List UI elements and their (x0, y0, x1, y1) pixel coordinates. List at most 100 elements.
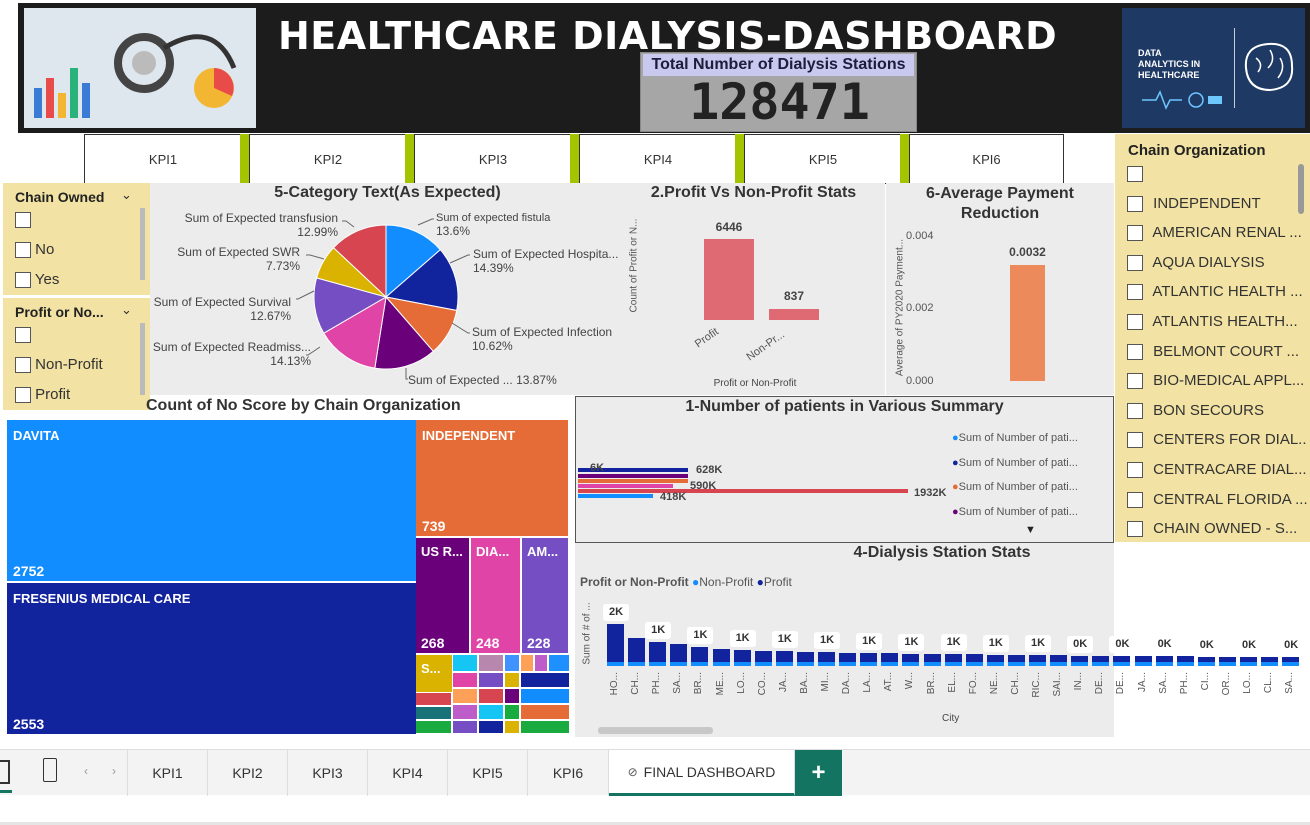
treemap-tile-davita[interactable]: DAVITA 2752 (7, 420, 416, 581)
checkbox[interactable] (15, 387, 31, 404)
station-bar[interactable] (1261, 657, 1279, 666)
tab-kpi3[interactable]: KPI3 (288, 750, 368, 796)
chevron-right-icon[interactable]: › (112, 764, 116, 778)
checkbox[interactable] (1127, 284, 1143, 301)
scrollbar[interactable] (140, 323, 145, 395)
treemap-tile-usrenal[interactable]: US R... 268 (416, 538, 469, 653)
station-bar-nonprofit[interactable] (628, 662, 646, 666)
scrollbar[interactable] (140, 208, 145, 280)
checkbox[interactable] (15, 326, 31, 343)
station-bar-nonprofit[interactable] (1282, 662, 1300, 666)
pie-slice[interactable] (384, 249, 459, 312)
station-bar-nonprofit[interactable] (1155, 662, 1173, 666)
station-bar-nonprofit[interactable] (923, 662, 941, 666)
add-page-button[interactable]: + (795, 750, 842, 796)
station-bar-nonprofit[interactable] (1134, 662, 1152, 666)
station-bar-nonprofit[interactable] (1197, 662, 1215, 666)
treemap-tile-small[interactable]: S... (416, 655, 452, 692)
chain-org-option[interactable]: CHAIN OWNED - S... (1127, 519, 1307, 549)
chevron-down-icon[interactable]: ⌄ (121, 187, 132, 202)
station-bar-nonprofit[interactable] (1113, 662, 1131, 666)
station-bar[interactable] (1218, 657, 1236, 666)
treemap-tile-independent[interactable]: INDEPENDENT 739 (416, 420, 568, 536)
station-bar-nonprofit[interactable] (775, 662, 793, 666)
station-bar[interactable] (1029, 655, 1046, 666)
scrollbar[interactable] (1298, 164, 1304, 214)
station-bar-nonprofit[interactable] (1218, 662, 1236, 666)
station-bar[interactable] (1240, 657, 1257, 666)
station-bar-nonprofit[interactable] (1240, 662, 1257, 666)
station-bar-nonprofit[interactable] (1261, 662, 1279, 666)
checkbox[interactable] (1127, 461, 1143, 478)
pie-slice[interactable] (374, 295, 434, 370)
option-nonprofit[interactable]: Non-Profit (15, 356, 103, 386)
station-bar-nonprofit[interactable] (965, 662, 983, 666)
station-bar[interactable] (670, 644, 688, 666)
chain-org-option[interactable]: CENTRAL FLORIDA ... (1127, 490, 1307, 520)
pie-slice[interactable] (332, 224, 387, 299)
station-bar-nonprofit[interactable] (818, 662, 835, 666)
tab-kpi5[interactable]: KPI5 (448, 750, 528, 796)
checkbox[interactable] (15, 357, 31, 374)
station-bar[interactable] (712, 649, 730, 666)
station-bar-nonprofit[interactable] (860, 662, 878, 666)
checkbox[interactable] (1127, 432, 1143, 449)
option-blank[interactable] (15, 326, 103, 356)
station-bar-nonprofit[interactable] (712, 662, 730, 666)
station-bar-nonprofit[interactable] (1176, 662, 1194, 666)
station-bar[interactable] (691, 647, 709, 666)
desktop-view-icon[interactable] (0, 760, 10, 784)
station-bar-nonprofit[interactable] (1029, 662, 1046, 666)
station-bar[interactable] (1282, 657, 1300, 666)
option-yes[interactable]: Yes (15, 271, 59, 301)
station-bar-nonprofit[interactable] (733, 662, 751, 666)
station-bar[interactable] (607, 624, 624, 666)
station-bar[interactable] (628, 638, 646, 666)
station-bar-nonprofit[interactable] (670, 662, 688, 666)
station-bar[interactable] (1007, 655, 1025, 666)
chain-org-option[interactable]: AMERICAN RENAL ... (1127, 223, 1307, 253)
checkbox[interactable] (1127, 166, 1143, 183)
station-bar[interactable] (1050, 655, 1068, 666)
station-bar-nonprofit[interactable] (754, 662, 772, 666)
option-profit[interactable]: Profit (15, 386, 103, 416)
chevron-left-icon[interactable]: ‹ (84, 764, 88, 778)
station-bar-nonprofit[interactable] (649, 662, 667, 666)
legend-scroll-down-icon[interactable]: ▼ (1025, 524, 1036, 536)
station-bar[interactable] (1071, 656, 1089, 666)
kpi3-button[interactable]: KPI3 (414, 134, 572, 184)
checkbox[interactable] (1127, 225, 1143, 242)
station-bar-nonprofit[interactable] (944, 662, 962, 666)
station-bar-nonprofit[interactable] (839, 662, 857, 666)
pie-slice[interactable] (313, 277, 388, 334)
treemap-tile-american[interactable]: AM... 228 (522, 538, 568, 653)
checkbox[interactable] (1127, 314, 1143, 330)
chain-org-option[interactable] (1127, 164, 1307, 194)
station-bar[interactable] (1197, 657, 1215, 666)
station-bar[interactable] (1155, 656, 1173, 666)
station-bar-nonprofit[interactable] (796, 662, 814, 666)
kpi1-button[interactable]: KPI1 (84, 134, 242, 184)
chain-org-option[interactable]: ATLANTIS HEALTH... (1127, 312, 1307, 342)
option-no[interactable]: No (15, 241, 59, 271)
tab-final-dashboard[interactable]: ⊘ FINAL DASHBOARD (609, 750, 795, 796)
station-bar-nonprofit[interactable] (1092, 662, 1110, 666)
chain-org-option[interactable]: BIO-MEDICAL APPL... (1127, 371, 1307, 401)
station-bar-nonprofit[interactable] (1007, 662, 1025, 666)
horizontal-scrollbar[interactable] (598, 727, 713, 734)
mobile-view-icon[interactable] (43, 758, 57, 782)
checkbox[interactable] (15, 272, 31, 289)
station-bar-nonprofit[interactable] (1050, 662, 1068, 666)
station-bar-nonprofit[interactable] (691, 662, 709, 666)
checkbox[interactable] (1127, 373, 1143, 390)
tab-kpi2[interactable]: KPI2 (208, 750, 288, 796)
checkbox[interactable] (15, 211, 31, 228)
station-bar[interactable] (1092, 656, 1110, 666)
checkbox[interactable] (1127, 195, 1143, 212)
tab-kpi6[interactable]: KPI6 (528, 750, 609, 796)
station-bar[interactable] (1134, 656, 1152, 666)
station-bar-nonprofit[interactable] (986, 662, 1004, 666)
chain-org-option[interactable]: BELMONT COURT ... (1127, 342, 1307, 372)
station-bar[interactable] (1176, 656, 1194, 666)
station-bar-nonprofit[interactable] (902, 662, 920, 666)
